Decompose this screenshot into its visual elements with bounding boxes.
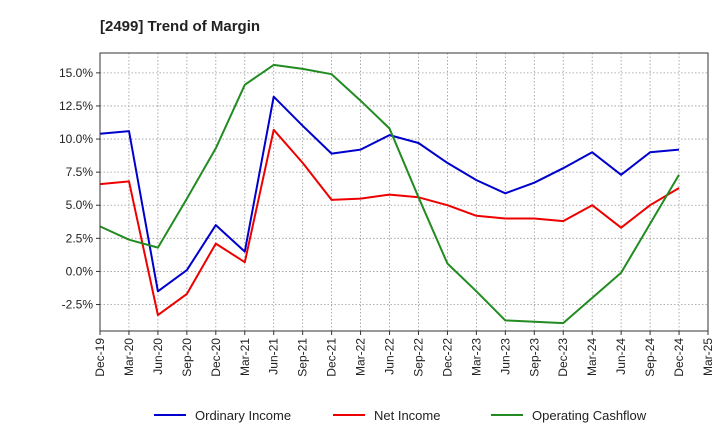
series-lines xyxy=(99,63,680,325)
legend-label: Operating Cashflow xyxy=(532,408,647,423)
y-tick-label: 12.5% xyxy=(59,99,93,113)
x-tick-label: Sep-20 xyxy=(180,338,194,377)
series-line-net-income xyxy=(99,128,680,317)
y-tick-label: -2.5% xyxy=(62,298,94,312)
x-tick-label: Dec-19 xyxy=(93,338,107,377)
y-tick-label: 5.0% xyxy=(66,198,94,212)
x-tick-label: Mar-22 xyxy=(354,338,368,376)
x-tick-label: Dec-23 xyxy=(556,338,570,377)
x-tick-label: Mar-25 xyxy=(701,338,715,376)
x-tick-label: Mar-24 xyxy=(585,338,599,376)
y-axis-ticks: -2.5% 0.0% 2.5% 5.0% 7.5% 10.0% 12.5% 15.0% xyxy=(59,66,100,312)
series-line-operating-cashflow xyxy=(99,63,680,325)
x-tick-label: Mar-21 xyxy=(238,338,252,376)
x-tick-label: Sep-23 xyxy=(527,338,541,377)
legend-label: Net Income xyxy=(374,408,440,423)
y-tick-label: 15.0% xyxy=(59,66,93,80)
x-tick-label: Mar-23 xyxy=(469,338,483,376)
x-tick-label: Sep-21 xyxy=(296,338,310,377)
x-tick-label: Jun-22 xyxy=(383,338,397,375)
legend: Ordinary Income Net Income Operating Cashf… xyxy=(154,408,647,423)
x-tick-label: Sep-22 xyxy=(411,338,425,377)
series-line-ordinary-income xyxy=(99,95,680,293)
x-tick-label: Dec-21 xyxy=(325,338,339,377)
x-tick-label: Dec-24 xyxy=(672,338,686,377)
x-tick-label: Jun-20 xyxy=(151,338,165,375)
y-tick-label: 10.0% xyxy=(59,132,93,146)
x-tick-label: Dec-20 xyxy=(209,338,223,377)
legend-label: Ordinary Income xyxy=(195,408,291,423)
x-tick-label: Jun-21 xyxy=(267,338,281,375)
y-tick-label: 2.5% xyxy=(66,231,94,245)
plot-frame xyxy=(99,52,709,332)
x-tick-label: Mar-20 xyxy=(122,338,136,376)
y-tick-label: 7.5% xyxy=(66,165,94,179)
x-tick-label: Sep-24 xyxy=(643,338,657,377)
x-tick-label: Jun-24 xyxy=(614,338,628,375)
x-tick-label: Jun-23 xyxy=(498,338,512,375)
x-axis-ticks: Dec-19 Mar-20 Jun-20 Sep-20 Dec-20 Mar-21 Jun-… xyxy=(93,331,715,377)
chart-title: [2499] Trend of Margin xyxy=(100,18,260,35)
y-tick-label: 0.0% xyxy=(66,264,94,278)
x-tick-label: Dec-22 xyxy=(440,338,454,377)
